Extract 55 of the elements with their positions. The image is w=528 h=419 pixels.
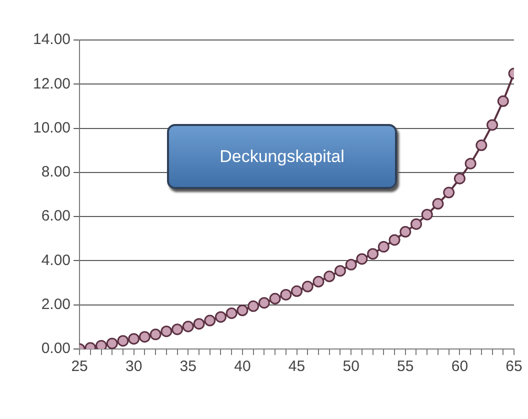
point xyxy=(410,218,422,230)
point xyxy=(172,324,184,336)
point xyxy=(258,297,270,309)
point xyxy=(476,140,488,152)
point xyxy=(269,292,281,304)
point xyxy=(302,280,314,292)
point xyxy=(291,285,303,297)
x-tick-label: 45 xyxy=(288,358,306,376)
y-tick-label: 12.00 xyxy=(32,75,71,92)
point xyxy=(454,172,466,184)
point xyxy=(312,276,324,288)
point xyxy=(248,300,260,312)
point xyxy=(280,288,292,300)
point xyxy=(204,314,216,326)
point xyxy=(236,304,248,316)
x-tick-label: 25 xyxy=(71,358,88,376)
y-tick-label: 10.00 xyxy=(32,119,71,136)
point xyxy=(388,234,400,246)
point xyxy=(150,328,162,340)
point xyxy=(182,320,194,332)
point xyxy=(356,253,368,265)
point xyxy=(464,158,476,170)
point xyxy=(214,311,226,323)
point xyxy=(497,95,509,107)
point xyxy=(345,258,357,270)
y-tick-label: 4.00 xyxy=(41,252,71,269)
point xyxy=(443,186,455,198)
point xyxy=(138,331,150,343)
point xyxy=(378,241,390,253)
point xyxy=(432,198,444,210)
point xyxy=(400,226,412,238)
x-tick-label: 50 xyxy=(342,358,360,376)
x-tick-label: 40 xyxy=(234,358,251,376)
x-tick-label: 55 xyxy=(397,358,414,376)
point xyxy=(226,307,238,319)
x-tick-label: 35 xyxy=(180,358,196,376)
x-tick-label: 30 xyxy=(126,358,142,376)
point xyxy=(421,208,433,220)
point xyxy=(367,248,379,260)
point xyxy=(96,340,108,349)
y-tick-label: 0.00 xyxy=(41,340,71,358)
y-tick-label: 8.00 xyxy=(41,164,71,181)
y-tick-label: 2.00 xyxy=(41,296,71,313)
y-tick-label: 6.00 xyxy=(41,208,71,225)
point xyxy=(324,270,336,282)
x-tick-label: 60 xyxy=(451,358,468,376)
point xyxy=(486,119,498,131)
point xyxy=(334,265,346,277)
point xyxy=(193,318,205,330)
x-tick-label: 65 xyxy=(506,358,522,376)
point xyxy=(106,338,118,349)
y-tick-label: 14.00 xyxy=(32,31,71,48)
point xyxy=(128,333,140,345)
point xyxy=(160,326,172,338)
point xyxy=(117,335,129,347)
